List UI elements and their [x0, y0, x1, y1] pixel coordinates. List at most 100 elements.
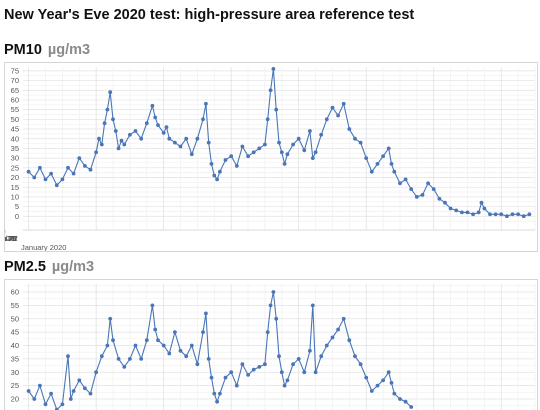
data-point[interactable] — [156, 123, 160, 127]
data-point[interactable] — [282, 383, 287, 388]
data-point[interactable] — [364, 156, 369, 160]
data-point[interactable] — [302, 148, 307, 153]
data-point[interactable] — [431, 187, 436, 191]
data-point[interactable] — [229, 370, 234, 375]
data-point[interactable] — [49, 391, 53, 396]
data-point[interactable] — [353, 354, 357, 359]
data-point[interactable] — [386, 370, 391, 375]
data-point[interactable] — [83, 386, 87, 391]
data-point[interactable] — [308, 348, 312, 353]
data-point[interactable] — [505, 214, 509, 219]
data-point[interactable] — [26, 389, 31, 393]
data-point[interactable] — [150, 103, 155, 108]
data-point[interactable] — [246, 373, 251, 377]
data-point[interactable] — [414, 195, 419, 199]
data-point[interactable] — [279, 370, 284, 375]
data-point[interactable] — [26, 169, 31, 174]
data-point[interactable] — [358, 140, 363, 145]
data-point[interactable] — [94, 370, 98, 375]
data-point[interactable] — [268, 303, 273, 308]
data-point[interactable] — [265, 117, 270, 122]
data-point[interactable] — [201, 330, 205, 334]
data-point[interactable] — [296, 357, 301, 361]
data-point[interactable] — [271, 67, 276, 71]
data-point[interactable] — [313, 150, 318, 155]
data-point[interactable] — [479, 200, 484, 205]
data-point[interactable] — [291, 142, 295, 147]
data-point[interactable] — [113, 129, 118, 133]
pm25-chart[interactable]: 20 25 30 35 40 45 50 55 60 — [4, 279, 538, 410]
data-point[interactable] — [212, 173, 217, 178]
data-point[interactable] — [111, 117, 115, 122]
data-point[interactable] — [240, 144, 245, 149]
pm25-chart-svg[interactable]: 20 25 30 35 40 45 50 55 60 — [5, 280, 537, 410]
data-point[interactable] — [133, 343, 138, 348]
data-point[interactable] — [195, 362, 200, 367]
data-point[interactable] — [277, 140, 281, 145]
data-point[interactable] — [521, 214, 526, 219]
data-point[interactable] — [156, 338, 160, 343]
data-point[interactable] — [381, 154, 385, 159]
data-point[interactable] — [330, 105, 335, 110]
data-point[interactable] — [375, 383, 380, 388]
data-point[interactable] — [99, 354, 104, 359]
data-point[interactable] — [122, 142, 127, 147]
data-point[interactable] — [336, 327, 340, 332]
data-point[interactable] — [122, 365, 127, 369]
data-point[interactable] — [54, 183, 59, 188]
data-point[interactable] — [144, 338, 149, 343]
data-point[interactable] — [341, 316, 346, 321]
data-point[interactable] — [398, 397, 402, 401]
data-point[interactable] — [209, 375, 214, 380]
data-point[interactable] — [111, 338, 115, 343]
data-point[interactable] — [150, 303, 155, 308]
data-point[interactable] — [381, 378, 385, 383]
data-point[interactable] — [212, 391, 217, 396]
data-point[interactable] — [77, 156, 82, 160]
data-point[interactable] — [310, 156, 315, 160]
data-point[interactable] — [184, 354, 189, 359]
data-point[interactable] — [527, 212, 532, 217]
data-point[interactable] — [43, 402, 48, 407]
data-point[interactable] — [310, 303, 315, 308]
data-point[interactable] — [426, 181, 430, 186]
data-point[interactable] — [319, 132, 324, 137]
data-point[interactable] — [465, 210, 470, 215]
data-point[interactable] — [347, 338, 352, 343]
data-point[interactable] — [68, 397, 73, 401]
data-point[interactable] — [285, 152, 290, 157]
data-point[interactable] — [403, 399, 408, 404]
data-point[interactable] — [116, 357, 121, 361]
data-point[interactable] — [386, 146, 391, 151]
data-point[interactable] — [153, 327, 158, 332]
data-point[interactable] — [493, 212, 498, 217]
data-point[interactable] — [161, 131, 166, 135]
data-point[interactable] — [392, 169, 397, 174]
data-point[interactable] — [409, 187, 414, 191]
data-point[interactable] — [282, 162, 287, 166]
data-point[interactable] — [257, 146, 262, 151]
data-point[interactable] — [476, 210, 481, 215]
data-point[interactable] — [369, 389, 374, 393]
data-point[interactable] — [60, 177, 65, 182]
data-point[interactable] — [161, 343, 166, 348]
data-point[interactable] — [409, 405, 414, 409]
data-point[interactable] — [482, 206, 487, 211]
data-point[interactable] — [263, 142, 267, 147]
data-point[interactable] — [437, 196, 442, 201]
data-point[interactable] — [516, 212, 520, 217]
data-point[interactable] — [105, 107, 110, 112]
data-point[interactable] — [274, 316, 279, 321]
data-point[interactable] — [195, 136, 200, 141]
data-point[interactable] — [369, 169, 374, 174]
data-point[interactable] — [88, 391, 93, 396]
data-point[interactable] — [324, 117, 329, 122]
data-point[interactable] — [201, 117, 205, 122]
data-point[interactable] — [488, 212, 492, 217]
data-point[interactable] — [240, 362, 245, 367]
data-point[interactable] — [347, 127, 352, 131]
data-point[interactable] — [71, 171, 76, 176]
data-point[interactable] — [189, 152, 194, 157]
